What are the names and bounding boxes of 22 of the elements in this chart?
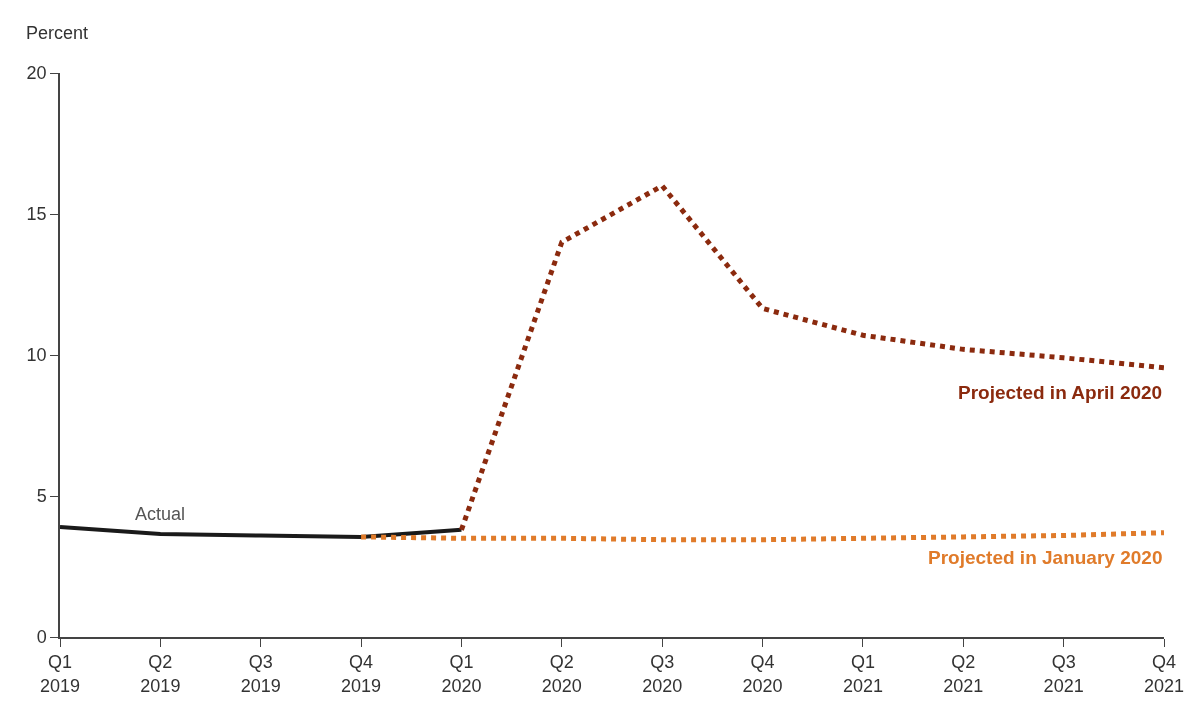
- x-tick-label: Q2 2021: [943, 652, 984, 696]
- series-label: Projected in April 2020: [958, 382, 1163, 403]
- y-tick-label: 20: [26, 63, 47, 84]
- x-tick-label: Q1 2019: [39, 652, 81, 696]
- x-tick-label: Q2 2020: [541, 652, 582, 696]
- y-tick-label: 10: [26, 345, 47, 366]
- x-tick-label: Q3 2020: [642, 652, 683, 696]
- x-tick-label: Q2 2019: [140, 652, 181, 696]
- x-tick-label: Q1 2021: [842, 652, 883, 696]
- y-tick-label: 0: [36, 627, 47, 648]
- y-axis-title: Percent: [26, 23, 89, 43]
- x-tick-label: Q4 2019: [341, 652, 382, 696]
- x-tick-label: Q4 2021: [1143, 652, 1185, 696]
- series-label: Actual: [135, 504, 186, 524]
- y-tick-label: 15: [26, 204, 47, 225]
- line-series: [60, 525, 464, 539]
- x-tick-label: Q4 2020: [742, 652, 783, 696]
- x-tick-label: Q3 2019: [240, 652, 281, 696]
- x-tick-label: Q1 2020: [441, 652, 482, 696]
- x-tick-label: Q3 2021: [1043, 652, 1084, 696]
- y-tick-label: 5: [36, 486, 47, 507]
- series-label: Projected in January 2020: [928, 547, 1163, 568]
